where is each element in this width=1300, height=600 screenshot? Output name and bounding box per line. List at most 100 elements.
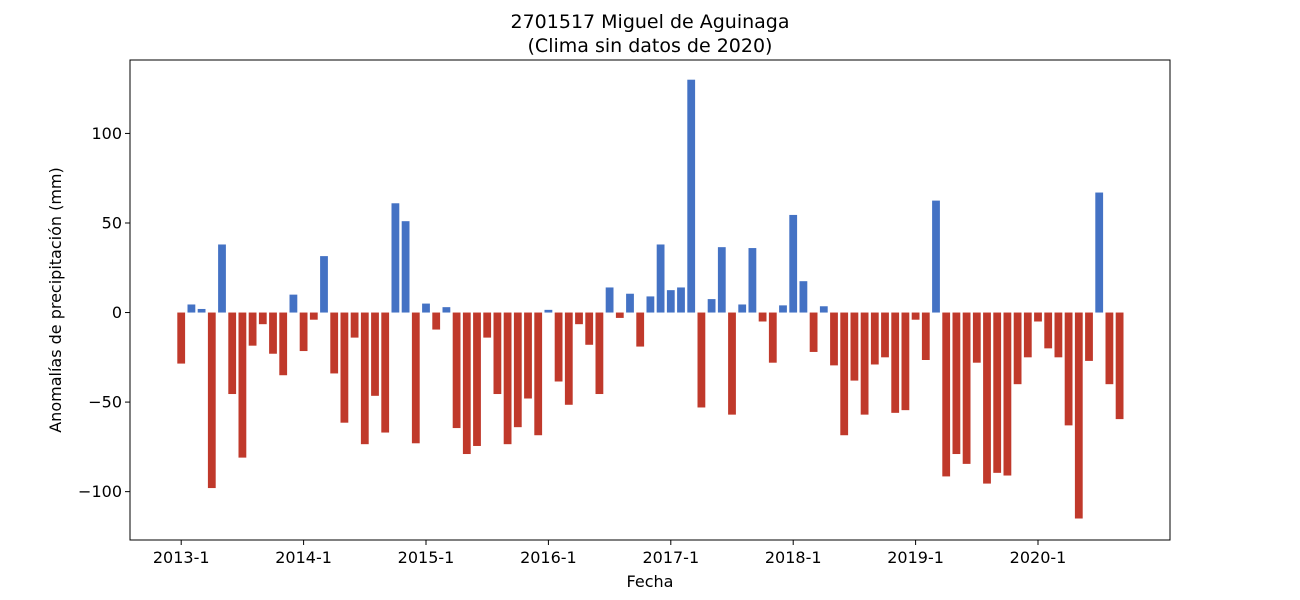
- bar: [1085, 312, 1093, 361]
- bar: [1034, 312, 1042, 322]
- bar: [218, 244, 226, 313]
- bar: [1064, 312, 1073, 426]
- bar: [350, 312, 359, 338]
- bar: [799, 281, 808, 313]
- x-tick-label: 2018-1: [765, 548, 822, 567]
- x-tick-label: 2015-1: [398, 548, 455, 567]
- bar: [1013, 312, 1022, 385]
- bar: [1105, 312, 1114, 385]
- bar: [891, 312, 900, 413]
- x-tick-label: 2017-1: [642, 548, 699, 567]
- bar: [993, 312, 1002, 473]
- chart-subtitle: (Clima sin datos de 2020): [528, 35, 773, 57]
- bar: [840, 312, 849, 436]
- bar: [921, 312, 930, 360]
- bar: [1003, 312, 1012, 476]
- bar: [677, 287, 685, 313]
- bar: [432, 312, 441, 330]
- x-axis-label: Fecha: [627, 572, 674, 591]
- bar: [758, 312, 767, 322]
- bar: [656, 244, 665, 313]
- bar: [779, 305, 787, 313]
- bar: [381, 312, 390, 433]
- bar: [972, 312, 981, 363]
- bar: [462, 312, 471, 455]
- bar: [605, 287, 614, 313]
- bar: [860, 312, 869, 415]
- bar: [371, 312, 379, 396]
- bar: [830, 312, 838, 366]
- bar: [881, 312, 889, 358]
- bar: [952, 312, 961, 455]
- bar: [207, 312, 216, 489]
- bar: [748, 248, 757, 313]
- bar: [228, 312, 237, 395]
- bar: [942, 312, 951, 477]
- x-tick-label: 2013-1: [153, 548, 210, 567]
- y-tick-label: 50: [102, 213, 122, 232]
- bar: [452, 312, 461, 429]
- bar: [646, 296, 655, 313]
- bar: [697, 312, 706, 408]
- bar: [503, 312, 512, 445]
- x-tick-label: 2014-1: [275, 548, 332, 567]
- x-axis: 2013-1 2014-1 2015-1 2016-1 2017-1 2018-1 2019…: [153, 540, 1066, 567]
- bar: [330, 312, 339, 374]
- x-tick-label: 2016-1: [520, 548, 577, 567]
- bar: [626, 293, 634, 313]
- bar: [554, 312, 563, 382]
- bar: [738, 304, 747, 313]
- bar: [299, 312, 308, 352]
- bar: [289, 294, 298, 313]
- bar: [197, 308, 206, 313]
- bar: [238, 312, 247, 458]
- bar: [1115, 312, 1124, 420]
- y-tick-label: 100: [91, 124, 122, 143]
- bar: [391, 203, 400, 313]
- x-tick-label: 2019-1: [887, 548, 944, 567]
- bar: [1023, 312, 1032, 358]
- bar: [962, 312, 971, 464]
- bar: [819, 306, 828, 313]
- bar: [340, 312, 349, 423]
- bar: [870, 312, 879, 365]
- bar: [401, 221, 410, 313]
- bar: [585, 312, 594, 345]
- bar: [901, 312, 910, 411]
- bar: [493, 312, 502, 395]
- y-tick-label: 0: [112, 303, 122, 322]
- bar: [707, 299, 716, 313]
- bar: [248, 312, 257, 346]
- bar: [360, 312, 369, 445]
- bar: [809, 312, 818, 352]
- bar: [687, 79, 696, 313]
- chart-title: 2701517 Miguel de Aguinaga: [511, 11, 790, 33]
- bar: [728, 312, 736, 415]
- bar: [483, 312, 492, 338]
- bar: [422, 303, 430, 313]
- x-tick-label: 2020-1: [1010, 548, 1067, 567]
- bar: [789, 214, 798, 313]
- y-axis-label: Anomalías de precipitación (mm): [46, 167, 65, 433]
- plot-frame: [129, 59, 1171, 541]
- bar: [473, 312, 481, 446]
- bar: [442, 307, 451, 313]
- bar: [983, 312, 991, 484]
- bar: [768, 312, 777, 363]
- bar: [309, 312, 318, 320]
- bar: [850, 312, 859, 381]
- bar: [258, 312, 267, 325]
- bar: [320, 256, 328, 313]
- bar: [666, 290, 675, 313]
- bars-group: [177, 79, 1124, 519]
- bar: [717, 247, 726, 313]
- bar: [524, 312, 532, 399]
- bar: [1095, 192, 1104, 313]
- bar: [564, 312, 573, 405]
- bar: [534, 312, 543, 436]
- bar: [1074, 312, 1083, 519]
- bar: [279, 312, 288, 376]
- bar: [269, 312, 277, 354]
- bar: [544, 309, 553, 313]
